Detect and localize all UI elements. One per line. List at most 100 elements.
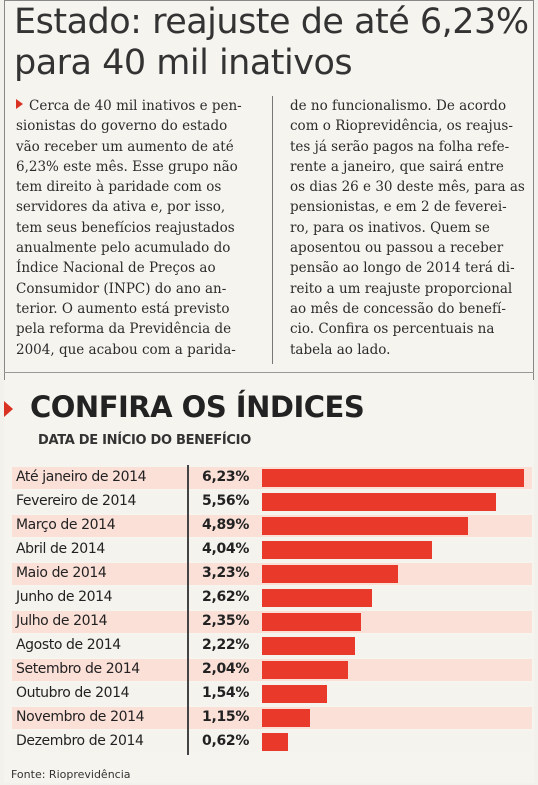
article-line: de no funcionalismo. De acordo <box>290 96 530 116</box>
bar <box>262 709 310 727</box>
article-line-text: cio. Confira os percentuais na <box>290 321 495 338</box>
article-line: ro, para os inativos. Quem se <box>290 218 530 238</box>
article-line-text: Consumidor (INPC) do ano an- <box>16 280 227 297</box>
bar <box>262 733 288 751</box>
chart-row: Março de 2014 4,89% <box>12 515 532 537</box>
article-line: Índice Nacional de Preços ao <box>16 258 256 278</box>
article-line: pensionistas, e em 2 de feverei- <box>290 197 530 217</box>
bar <box>262 637 355 655</box>
category-label: Julho de 2014 <box>16 613 108 629</box>
article-line-text: Cerca de 40 mil inativos e pen- <box>29 98 242 114</box>
chart-row: Julho de 2014 2,35% <box>12 611 532 633</box>
article-line: tem seus benefícios reajustados <box>16 218 256 238</box>
article-line-text: tes já serão pagos na folha refe- <box>290 138 510 155</box>
column-divider <box>272 96 273 364</box>
article-line-text: ro, para os inativos. Quem se <box>290 219 490 236</box>
article-line: os dias 26 e 30 deste mês, para as <box>290 177 530 197</box>
article-line: ao mês de concessão do benefí- <box>290 299 530 319</box>
category-label: Junho de 2014 <box>16 589 113 605</box>
category-label: Abril de 2014 <box>16 541 105 557</box>
article-line-text: tem seus benefícios reajustados <box>16 219 235 236</box>
article-line-text: sionistas do governo do estado <box>16 118 228 135</box>
article-line: sionistas do governo do estado <box>16 116 256 136</box>
chart-subtitle: DATA DE INÍCIO DO BENEFÍCIO <box>38 433 251 448</box>
article-line-text: os dias 26 e 30 deste mês, para as <box>290 179 525 196</box>
category-label: Até janeiro de 2014 <box>16 469 147 485</box>
value-label: 2,22% <box>202 637 250 653</box>
value-label: 1,15% <box>202 709 250 725</box>
section-divider <box>4 372 534 373</box>
article-line: pela reforma da Previdência de <box>16 319 256 339</box>
category-label: Fevereiro de 2014 <box>16 493 136 509</box>
chart-row: Setembro de 2014 2,04% <box>12 659 532 681</box>
article-line-text: pensionistas, e em 2 de feverei- <box>290 199 507 216</box>
bar <box>262 613 361 631</box>
article-line: 2004, que acabou com a parida- <box>16 340 256 360</box>
chart-row: Abril de 2014 4,04% <box>12 539 532 561</box>
article-line-text: Índice Nacional de Preços ao <box>16 260 216 277</box>
bar <box>262 589 372 607</box>
bar <box>262 541 432 559</box>
chart-row: Dezembro de 2014 0,62% <box>12 731 532 753</box>
value-label: 3,23% <box>202 565 250 581</box>
article-line: tes já serão pagos na folha refe- <box>290 137 530 157</box>
article-line: reito a um reajuste proporcional <box>290 279 530 299</box>
chart-row: Agosto de 2014 2,22% <box>12 635 532 657</box>
article-line: Cerca de 40 mil inativos e pen- <box>16 96 256 116</box>
value-label: 0,62% <box>202 733 250 749</box>
bar <box>262 517 468 535</box>
category-label: Dezembro de 2014 <box>16 733 144 749</box>
article-line: pensão ao longo de 2014 terá di- <box>290 258 530 278</box>
bar <box>262 469 524 487</box>
bar <box>262 565 398 583</box>
category-label: Agosto de 2014 <box>16 637 121 653</box>
bar <box>262 493 496 511</box>
article-line-text: 6,23% este mês. Esse grupo não <box>16 158 238 175</box>
chart-row: Outubro de 2014 1,54% <box>12 683 532 705</box>
chart-row: Fevereiro de 2014 5,56% <box>12 491 532 513</box>
article-line: tabela ao lado. <box>290 340 530 360</box>
chart-row: Até janeiro de 2014 6,23% <box>12 467 532 489</box>
category-label: Outubro de 2014 <box>16 685 130 701</box>
article-line-text: terior. O aumento está previsto <box>16 300 230 317</box>
article-line-text: rente a janeiro, que sairá entre <box>290 158 504 175</box>
article-line: cio. Confira os percentuais na <box>290 319 530 339</box>
red-arrow-icon <box>4 401 13 417</box>
category-label: Setembro de 2014 <box>16 661 140 677</box>
chart-row: Maio de 2014 3,23% <box>12 563 532 585</box>
value-label: 5,56% <box>202 493 250 509</box>
article-column-1: Cerca de 40 mil inativos e pen-sionistas… <box>16 96 256 360</box>
value-label: 6,23% <box>202 469 250 485</box>
article-line-text: pela reforma da Previdência de <box>16 321 232 338</box>
article-line-text: com o Rioprevidência, os reajus- <box>290 118 513 135</box>
article-line-text: servidores da ativa e, por isso, <box>16 199 226 216</box>
value-label: 2,62% <box>202 589 250 605</box>
article-line-text: pensão ao longo de 2014 terá di- <box>290 260 515 277</box>
bar <box>262 685 327 703</box>
article-line-text: tabela ao lado. <box>290 341 391 358</box>
value-label: 2,04% <box>202 661 250 677</box>
value-label: 4,04% <box>202 541 250 557</box>
article-line-text: ao mês de concessão do benefí- <box>290 300 506 317</box>
indices-chart: CONFIRA OS ÍNDICES DATA DE INÍCIO DO BEN… <box>4 380 534 783</box>
value-label: 4,89% <box>202 517 250 533</box>
category-label: Maio de 2014 <box>16 565 107 581</box>
chart-row: Junho de 2014 2,62% <box>12 587 532 609</box>
chart-source: Fonte: Rioprevidência <box>11 768 131 781</box>
article-line: Consumidor (INPC) do ano an- <box>16 279 256 299</box>
article-column-2: de no funcionalismo. De acordo com o Riop… <box>290 96 530 360</box>
article-line: tem direito à paridade com os <box>16 177 256 197</box>
value-label: 2,35% <box>202 613 250 629</box>
article-line: aposentou ou passou a receber <box>290 238 530 258</box>
article-line: 6,23% este mês. Esse grupo não <box>16 157 256 177</box>
category-label: Novembro de 2014 <box>16 709 145 725</box>
article-line-text: de no funcionalismo. De acordo <box>290 98 507 114</box>
article-line: terior. O aumento está previsto <box>16 299 256 319</box>
article-line-text: vão receber um aumento de até <box>16 138 234 155</box>
value-label: 1,54% <box>202 685 250 701</box>
article-line: rente a janeiro, que sairá entre <box>290 157 530 177</box>
article-line: com o Rioprevidência, os reajus- <box>290 116 530 136</box>
bullet-arrow-icon <box>16 99 23 109</box>
article-line: anualmente pelo acumulado do <box>16 238 256 258</box>
chart-label-divider <box>187 465 189 755</box>
